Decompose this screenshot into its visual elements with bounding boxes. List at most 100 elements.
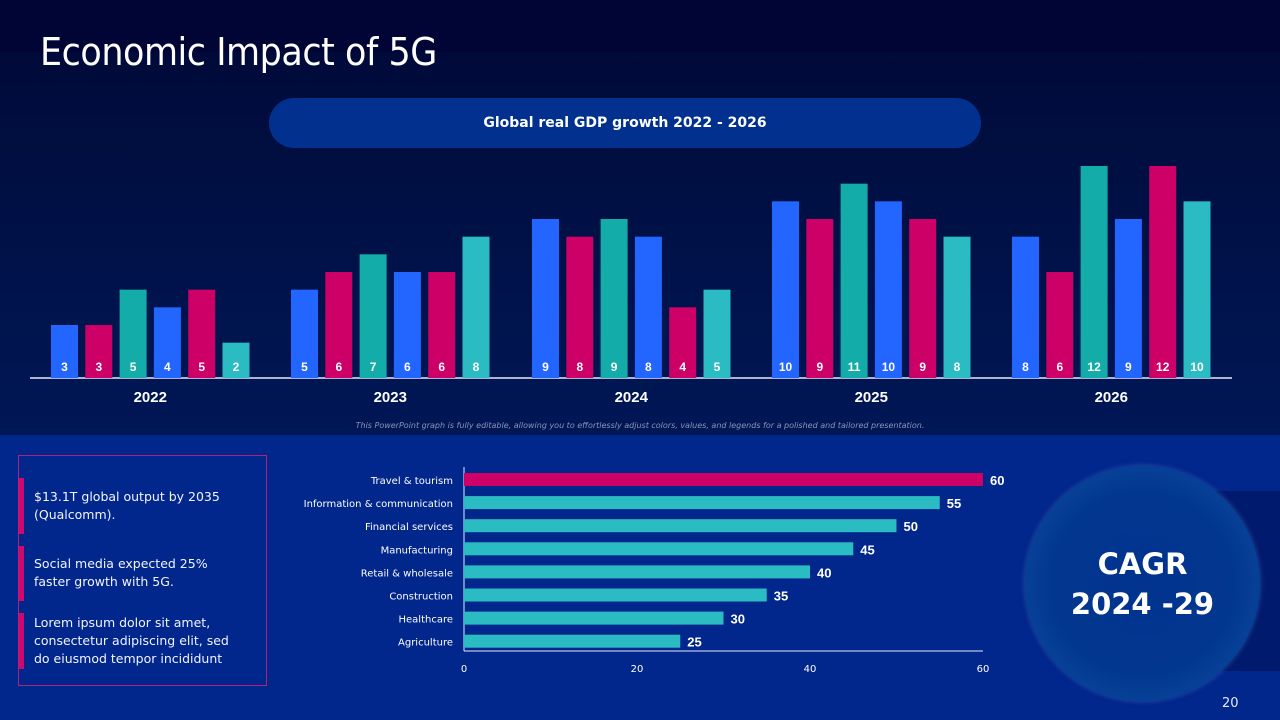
column-bar [222, 342, 250, 378]
accent-bar [19, 546, 24, 601]
column-data-label: 12 [1087, 360, 1101, 374]
sector-label: Agriculture [398, 638, 453, 649]
accent-bar [19, 478, 24, 534]
sector-value-label: 35 [774, 589, 788, 604]
column-bar [840, 183, 868, 378]
column-data-label: 11 [848, 360, 861, 374]
sector-value-label: 55 [947, 496, 961, 511]
sector-label: Information & communication [304, 499, 453, 510]
column-data-label: 8 [1022, 360, 1029, 374]
column-data-label: 3 [61, 360, 68, 374]
column-bar [119, 289, 147, 378]
x-tick-label: 2025 [855, 389, 888, 406]
column-data-label: 8 [473, 360, 480, 374]
cagr-circle: CAGR 2024 -29 [1025, 466, 1260, 701]
sector-label: Construction [389, 592, 453, 603]
column-bar [85, 325, 113, 378]
column-bar [703, 289, 731, 378]
column-data-label: 5 [198, 360, 205, 374]
column-bar [1149, 166, 1177, 378]
column-bar [532, 219, 559, 378]
sector-value-label: 60 [990, 473, 1004, 488]
key-point-3: Lorem ipsum dolor sit amet, consectetur … [19, 613, 259, 669]
key-point-1: $13.1T global output by 2035 (Qualcomm). [19, 478, 259, 534]
sector-value-label: 45 [860, 542, 874, 557]
column-data-label: 4 [164, 360, 171, 374]
column-bar [1046, 272, 1074, 378]
column-bar [153, 307, 181, 378]
column-data-label: 9 [816, 360, 823, 374]
sector-label: Financial services [365, 522, 453, 533]
column-bar [1183, 201, 1211, 378]
sector-label: Manufacturing [381, 545, 453, 556]
x-tick-label: 2023 [374, 389, 407, 406]
x-tick-label: 20 [631, 664, 644, 675]
column-bar [462, 236, 490, 378]
key-points-box: $13.1T global output by 2035 (Qualcomm).… [18, 455, 267, 686]
column-data-label: 6 [1056, 360, 1063, 374]
column-data-label: 8 [645, 360, 652, 374]
sector-value-label: 25 [687, 635, 701, 650]
column-data-label: 4 [679, 360, 686, 374]
x-tick-label: 40 [804, 664, 817, 675]
key-point-1-line-1: $13.1T global output by 2035 [34, 489, 220, 504]
column-data-label: 3 [95, 360, 102, 374]
sector-bar [464, 611, 724, 625]
column-data-label: 2 [233, 360, 240, 374]
key-point-3-line-1: Lorem ipsum dolor sit amet, [34, 615, 211, 630]
column-bar [600, 219, 628, 378]
column-data-label: 7 [370, 360, 377, 374]
x-tick-label: 2024 [615, 389, 649, 406]
sector-bar [464, 519, 897, 533]
x-tick-label: 2022 [134, 389, 167, 406]
column-data-label: 8 [954, 360, 961, 374]
column-data-label: 8 [576, 360, 583, 374]
column-bar [291, 289, 318, 378]
column-bar [1080, 166, 1108, 378]
column-bar [393, 272, 421, 378]
sector-value-label: 50 [904, 519, 918, 534]
key-point-3-line-3: do eiusmod tempor incididunt [34, 651, 223, 666]
title-band [0, 0, 1280, 52]
column-bar [806, 219, 834, 378]
column-data-label: 5 [301, 360, 308, 374]
column-data-label: 10 [1190, 360, 1204, 374]
column-data-label: 5 [714, 360, 721, 374]
sector-bar [464, 496, 940, 510]
gdp-growth-column-chart: 3 3 5 4 5 2 2022 5 6 7 6 6 8 2023 9 8 9 8 4 5 2024 10 9 11 10 9 8 2… [30, 166, 1232, 406]
column-bar [669, 307, 697, 378]
sector-label: Retail & wholesale [361, 568, 453, 579]
column-data-label: 6 [404, 360, 411, 374]
cagr-label: CAGR [1097, 546, 1188, 581]
column-bar [359, 254, 387, 378]
cagr-period: 2024 -29 [1070, 586, 1215, 621]
column-bar [1012, 236, 1039, 378]
page-number: 20 [1222, 696, 1239, 711]
key-point-2-line-1: Social media expected 25% [34, 556, 208, 571]
x-tick-label: 2026 [1095, 389, 1128, 406]
sector-bar [464, 542, 854, 556]
column-data-label: 10 [882, 360, 896, 374]
column-data-label: 5 [130, 360, 137, 374]
column-data-label: 6 [438, 360, 445, 374]
column-bar [566, 236, 594, 378]
column-data-label: 9 [542, 360, 549, 374]
key-point-3-line-2: consectetur adipiscing elit, sed [34, 633, 229, 648]
column-bar [51, 325, 78, 378]
sector-impact-bar-chart: Travel & tourism 60 Information & communic… [304, 467, 1004, 675]
key-point-2-line-2: faster growth with 5G. [34, 574, 174, 589]
column-bar [772, 201, 799, 378]
key-point-2: Social media expected 25% faster growth … [19, 546, 259, 601]
column-bar [943, 236, 971, 378]
column-bar [874, 201, 902, 378]
column-data-label: 9 [919, 360, 926, 374]
column-data-label: 12 [1156, 360, 1170, 374]
column-chart-title: Global real GDP growth 2022 - 2026 [483, 115, 767, 131]
column-bar [325, 272, 353, 378]
column-bar [188, 289, 216, 378]
key-point-1-line-2: (Qualcomm). [34, 507, 116, 522]
column-data-label: 9 [1125, 360, 1132, 374]
sector-bar [464, 634, 681, 648]
column-bar [428, 272, 456, 378]
sector-bar [464, 588, 767, 602]
